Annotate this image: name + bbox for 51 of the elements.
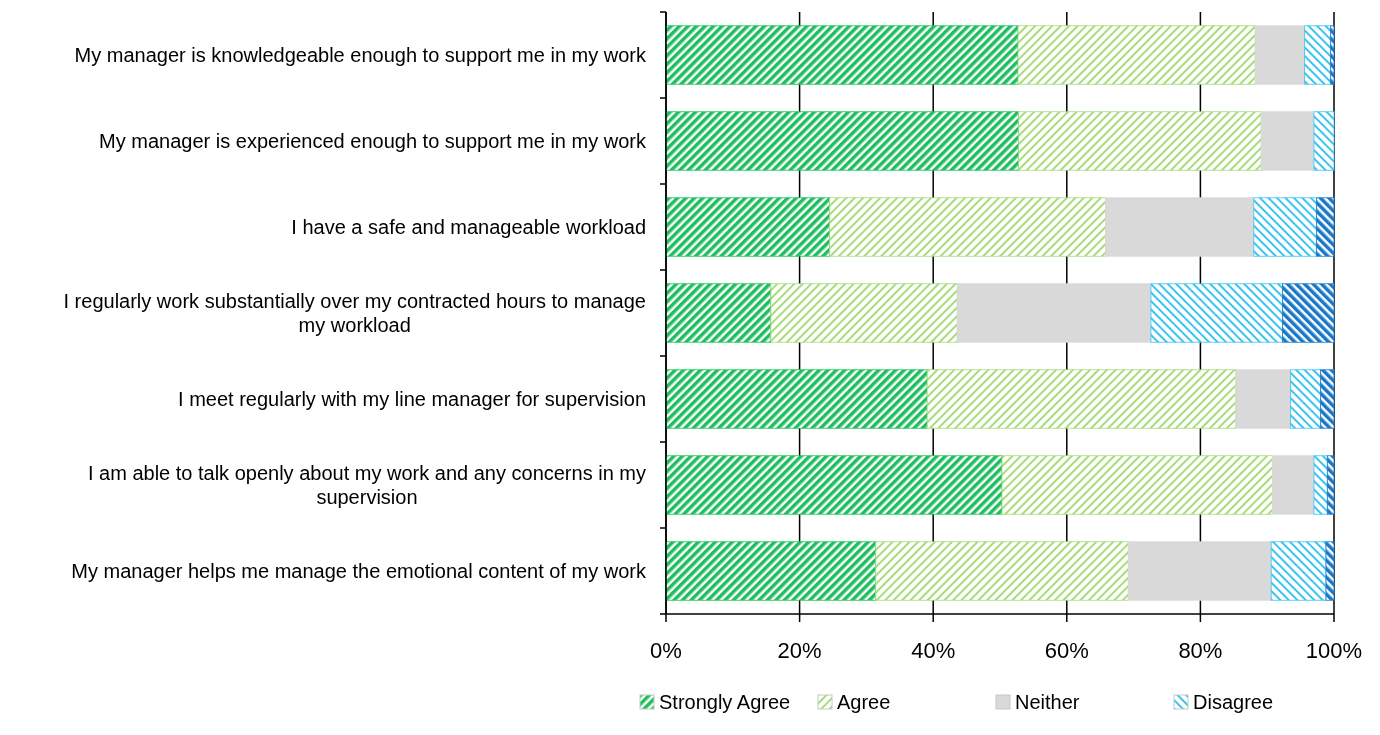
y-tick-label: I am able to talk openly about my work and any concerns in my supervision — [87, 462, 646, 508]
bar — [665, 197, 831, 257]
bar — [1270, 541, 1327, 601]
bar — [665, 283, 772, 343]
bar — [1320, 369, 1335, 429]
y-tick-label: I have a safe and manageable workload — [291, 216, 646, 238]
bar — [875, 541, 1129, 601]
bar — [1325, 541, 1335, 601]
bar — [829, 197, 1106, 257]
bar — [956, 283, 1152, 343]
bar — [1105, 197, 1255, 257]
legend-label: Agree — [837, 691, 891, 713]
bar — [1253, 197, 1318, 257]
bar — [770, 283, 958, 343]
bar — [665, 369, 928, 429]
bar — [1282, 283, 1335, 343]
bar — [665, 111, 1020, 171]
bar — [1326, 455, 1335, 515]
legend-label: Strongly Agree — [659, 691, 791, 713]
y-tick-label: I regularly work substantially over my contracted hours to manage my workload — [63, 290, 646, 336]
x-tick-label: 20% — [777, 638, 822, 663]
bar — [1304, 25, 1332, 85]
bar — [1018, 111, 1262, 171]
y-tick-label: My manager is experienced enough to support me in my work — [99, 130, 647, 152]
bar — [1272, 455, 1315, 515]
x-tick-label: 40% — [911, 638, 956, 663]
bar — [1017, 25, 1256, 85]
bar — [1127, 541, 1272, 601]
bar — [665, 455, 1003, 515]
bar — [1235, 369, 1291, 429]
bar — [1150, 283, 1283, 343]
bar — [1254, 25, 1306, 85]
x-tick-label: 0% — [650, 638, 682, 663]
bar — [1313, 455, 1328, 515]
x-tick-label: 100% — [1305, 638, 1363, 663]
x-tick-label: 80% — [1178, 638, 1223, 663]
bar — [665, 25, 1019, 85]
y-tick-label: I meet regularly with my line manager for supervision — [178, 388, 646, 410]
bar — [1290, 369, 1322, 429]
bar — [1316, 197, 1335, 257]
legend-label: Neither — [1015, 691, 1080, 713]
y-tick-label: My manager helps me manage the emotional content of my work — [71, 560, 647, 582]
bar — [926, 369, 1237, 429]
bar — [1330, 25, 1335, 85]
bar — [1260, 111, 1315, 171]
bar — [665, 541, 877, 601]
legend-label: Disagree — [1193, 691, 1274, 713]
y-tick-label: My manager is knowledgeable enough to support me in my work — [74, 44, 647, 66]
x-tick-label: 60% — [1044, 638, 1089, 663]
bar — [1313, 111, 1335, 171]
bar — [1001, 455, 1273, 515]
